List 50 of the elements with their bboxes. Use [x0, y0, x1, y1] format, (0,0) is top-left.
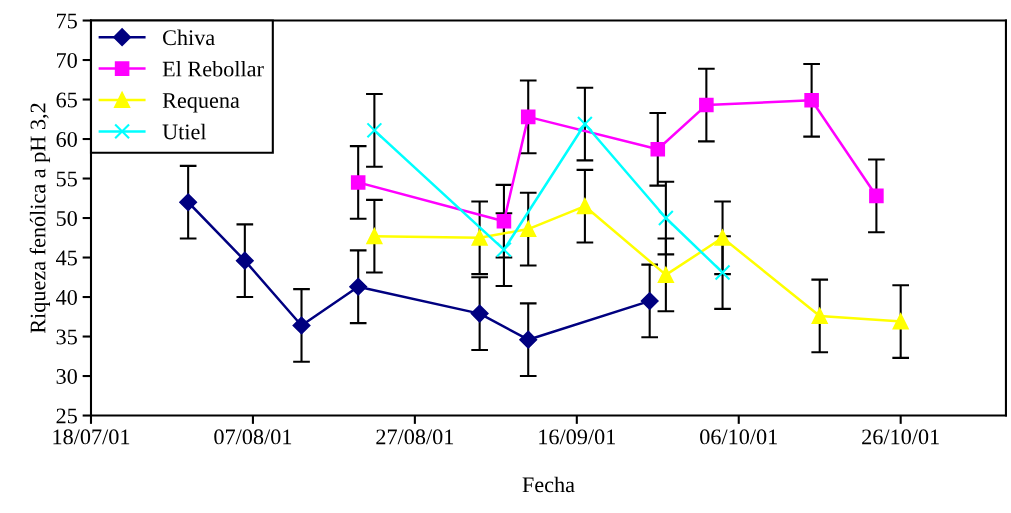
y-tick-label: 45 — [56, 250, 77, 266]
point — [366, 122, 383, 139]
point — [657, 266, 674, 283]
y-tick-label: 40 — [56, 289, 77, 305]
x-tick-label: 07/08/01 — [214, 429, 292, 445]
point — [235, 251, 254, 270]
point — [892, 313, 909, 330]
y-tick-label: 35 — [56, 329, 77, 345]
legend-label: Utiel — [162, 123, 207, 140]
point — [496, 213, 512, 229]
legend-label: Chiva — [163, 29, 215, 46]
legend-label: El Rebollar — [162, 60, 264, 77]
y-tick-label: 75 — [57, 13, 77, 29]
point — [495, 241, 512, 258]
y-tick-label: 30 — [56, 368, 77, 384]
point — [811, 308, 828, 324]
point — [520, 221, 537, 238]
point — [519, 330, 538, 349]
x-tick-label: 06/10/01 — [700, 429, 777, 445]
point — [366, 228, 383, 245]
point — [657, 210, 674, 227]
point — [869, 188, 884, 204]
y-tick-label: 50 — [56, 210, 77, 226]
x-tick-label: 27/08/01 — [376, 429, 454, 445]
y-tick-label: 25 — [56, 408, 77, 424]
point — [349, 277, 368, 296]
legend-label: Requena — [162, 93, 240, 113]
point — [714, 229, 731, 246]
x-axis-title: Fecha — [522, 476, 575, 493]
point — [650, 142, 666, 157]
y-tick-label: 55 — [56, 171, 77, 187]
point — [350, 175, 366, 190]
y-axis-title: Riqueza fenólica a pH 3,2 — [29, 103, 51, 334]
y-tick-label: 60 — [56, 131, 77, 147]
y-tick-label: 65 — [56, 92, 77, 108]
point — [804, 93, 819, 108]
y-tick-label: 70 — [57, 52, 77, 68]
point — [179, 193, 198, 212]
point — [714, 264, 731, 281]
point — [520, 109, 536, 125]
x-tick-label: 18/07/01 — [53, 429, 130, 445]
x-tick-label: 26/10/01 — [862, 429, 939, 445]
point — [576, 198, 593, 215]
point — [699, 97, 714, 113]
point — [576, 116, 593, 132]
point — [640, 292, 659, 310]
point — [471, 229, 488, 246]
x-tick-label: 16/09/01 — [539, 429, 615, 445]
point — [470, 304, 489, 323]
point — [292, 316, 311, 335]
